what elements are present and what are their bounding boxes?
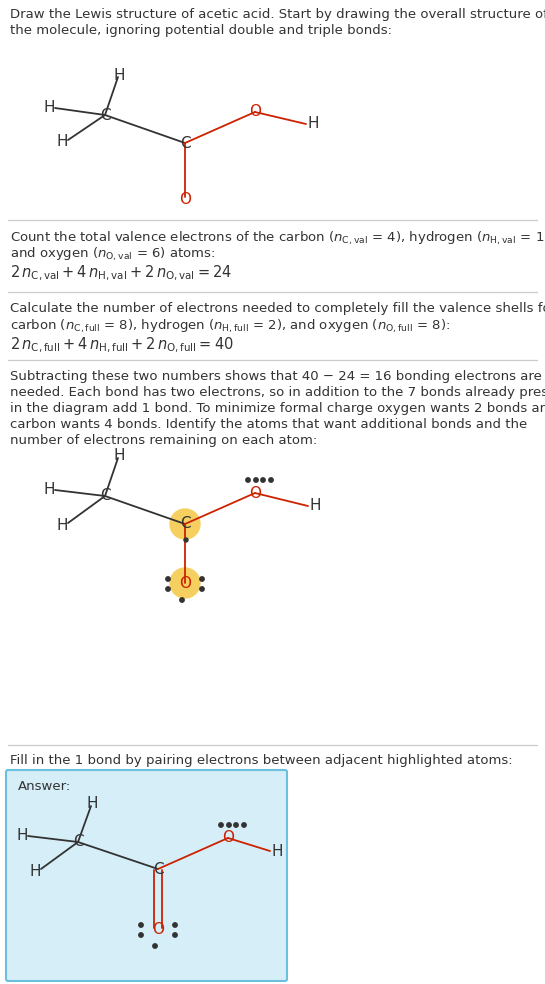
Text: in the diagram add 1 bond. To minimize formal charge oxygen wants 2 bonds and: in the diagram add 1 bond. To minimize f… [10, 402, 545, 415]
Text: O: O [179, 576, 191, 590]
Circle shape [173, 933, 177, 937]
Circle shape [254, 478, 258, 482]
Text: H: H [56, 518, 68, 532]
Circle shape [200, 586, 204, 591]
Circle shape [219, 823, 223, 828]
Text: and oxygen ($n_\mathregular{O,val}$ = 6) atoms:: and oxygen ($n_\mathregular{O,val}$ = 6)… [10, 246, 215, 263]
Text: H: H [307, 116, 319, 132]
Text: O: O [179, 192, 191, 207]
Text: Subtracting these two numbers shows that 40 − 24 = 16 bonding electrons are: Subtracting these two numbers shows that… [10, 370, 542, 383]
Circle shape [261, 478, 265, 482]
Text: Fill in the 1 bond by pairing electrons between adjacent highlighted atoms:: Fill in the 1 bond by pairing electrons … [10, 754, 513, 767]
Text: H: H [29, 864, 41, 879]
Circle shape [139, 923, 143, 927]
Text: H: H [56, 135, 68, 150]
Circle shape [184, 538, 188, 542]
Circle shape [246, 478, 250, 482]
Text: C: C [100, 488, 110, 504]
Text: carbon wants 4 bonds. Identify the atoms that want additional bonds and the: carbon wants 4 bonds. Identify the atoms… [10, 418, 527, 431]
Text: H: H [16, 829, 28, 843]
Circle shape [234, 823, 238, 828]
Text: O: O [249, 104, 261, 119]
Circle shape [153, 944, 157, 949]
Circle shape [173, 923, 177, 927]
Circle shape [139, 933, 143, 937]
Circle shape [170, 568, 200, 598]
Text: needed. Each bond has two electrons, so in addition to the 7 bonds already prese: needed. Each bond has two electrons, so … [10, 386, 545, 399]
Text: O: O [249, 485, 261, 501]
Circle shape [166, 586, 170, 591]
Text: C: C [100, 107, 110, 122]
Circle shape [227, 823, 231, 828]
Text: H: H [113, 69, 125, 84]
Text: H: H [43, 482, 54, 498]
Text: H: H [43, 100, 54, 115]
Text: carbon ($n_\mathregular{C,full}$ = 8), hydrogen ($n_\mathregular{H,full}$ = 2), : carbon ($n_\mathregular{C,full}$ = 8), h… [10, 318, 450, 336]
Text: H: H [309, 499, 321, 514]
Circle shape [269, 478, 273, 482]
Circle shape [180, 598, 184, 602]
Text: C: C [72, 834, 83, 849]
Text: $2\,n_\mathregular{C,full} + 4\,n_\mathregular{H,full} + 2\,n_\mathregular{O,ful: $2\,n_\mathregular{C,full} + 4\,n_\mathr… [10, 336, 234, 355]
Text: Calculate the number of electrons needed to completely fill the valence shells f: Calculate the number of electrons needed… [10, 302, 545, 315]
Text: O: O [152, 921, 164, 937]
Text: Draw the Lewis structure of acetic acid. Start by drawing the overall structure : Draw the Lewis structure of acetic acid.… [10, 8, 545, 21]
Text: C: C [180, 517, 190, 531]
Text: $2\,n_\mathregular{C,val} + 4\,n_\mathregular{H,val} + 2\,n_\mathregular{O,val} : $2\,n_\mathregular{C,val} + 4\,n_\mathre… [10, 264, 232, 283]
Text: Answer:: Answer: [18, 780, 71, 793]
Circle shape [242, 823, 246, 828]
Text: C: C [180, 136, 190, 151]
Text: H: H [86, 796, 98, 812]
Text: O: O [222, 830, 234, 845]
Circle shape [166, 577, 170, 582]
Circle shape [170, 509, 200, 539]
Text: number of electrons remaining on each atom:: number of electrons remaining on each at… [10, 434, 317, 447]
Circle shape [200, 577, 204, 582]
Text: the molecule, ignoring potential double and triple bonds:: the molecule, ignoring potential double … [10, 24, 392, 37]
FancyBboxPatch shape [6, 770, 287, 981]
Text: C: C [153, 862, 164, 877]
Text: H: H [113, 449, 125, 463]
Text: H: H [271, 843, 283, 858]
Text: Count the total valence electrons of the carbon ($n_\mathregular{C,val}$ = 4), h: Count the total valence electrons of the… [10, 230, 545, 247]
